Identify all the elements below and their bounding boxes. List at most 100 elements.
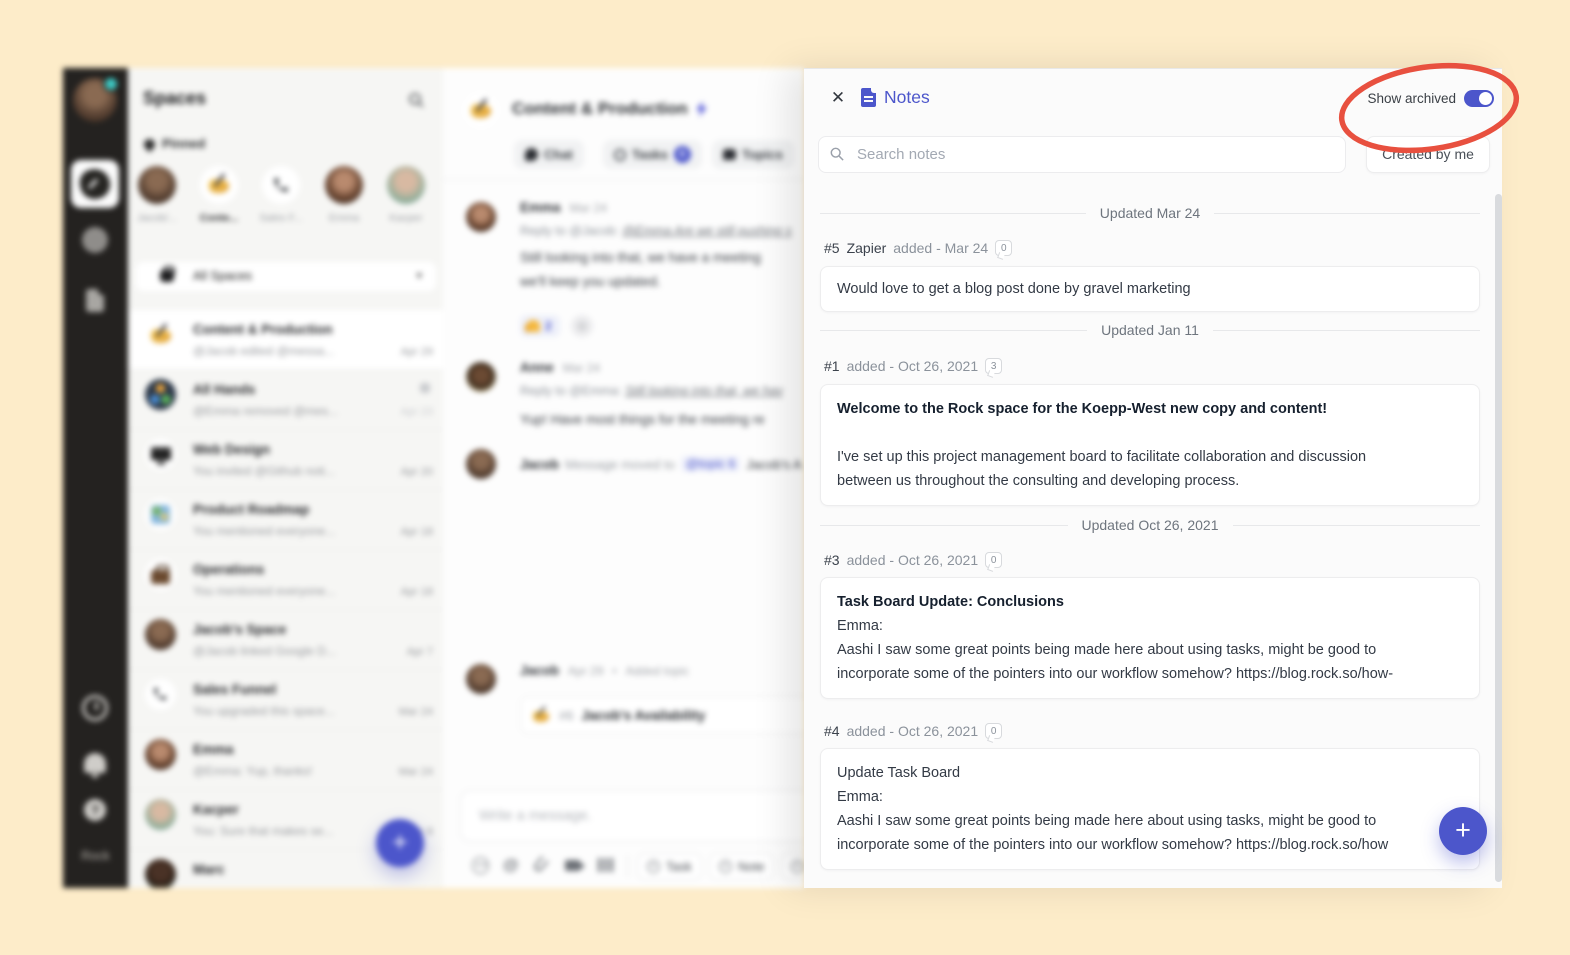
note-card-5[interactable]: Would love to get a blog post done by gr… — [820, 266, 1480, 312]
space-row-content-production[interactable]: Content & Production @Jacob edited @mess… — [128, 310, 443, 370]
avatar[interactable] — [466, 664, 496, 694]
all-spaces-label: All Spaces — [193, 269, 253, 283]
comment-count-badge[interactable]: 3 — [985, 358, 1003, 374]
blurred-background-region: ? Rock Spaces Pinned Jacob/... Conte... … — [63, 68, 804, 888]
tab-label: Chat — [544, 147, 573, 162]
avatar — [387, 166, 425, 204]
reply-reference[interactable]: Reply to @Jacob: @Emma Are we still push… — [520, 224, 792, 238]
bag-icon — [160, 266, 175, 282]
pinned-section-label: Pinned — [162, 136, 206, 151]
all-spaces-dropdown[interactable]: All Spaces ▾ — [136, 262, 436, 291]
help-icon[interactable]: ? — [84, 799, 106, 821]
note-meta: #5 Zapier added - Mar 24 0 — [824, 239, 1013, 257]
avatar[interactable] — [466, 362, 496, 392]
attachment-icon[interactable] — [532, 855, 549, 874]
create-task-button[interactable]: + Task — [637, 853, 702, 880]
space-row-marc[interactable]: Marc — [128, 850, 443, 888]
show-archived-toggle[interactable] — [1464, 90, 1494, 107]
chat-bubble-icon — [525, 148, 538, 161]
add-reaction-button[interactable]: ☺ — [571, 315, 593, 337]
pinned-space-emma[interactable]: Emma — [315, 166, 373, 224]
rock-workspace-button[interactable] — [71, 160, 119, 208]
reply-reference[interactable]: Reply to @Emma: Still looking into that,… — [520, 384, 783, 398]
create-topic-button[interactable]: + — [781, 853, 804, 880]
chat-title: Content & Production — [512, 99, 688, 118]
lightning-bolt-icon — [695, 101, 707, 117]
message-header: Emma Mar 24 — [520, 200, 607, 215]
thumbs-up-reaction[interactable]: 2 — [520, 315, 560, 337]
emoji-icon[interactable] — [472, 857, 489, 874]
avatar — [325, 166, 363, 204]
tab-topics[interactable]: Topics — [712, 140, 794, 169]
note-card-3[interactable]: Task Board Update: Conclusions Emma: Aas… — [820, 577, 1480, 699]
tab-chat[interactable]: Chat — [514, 140, 584, 169]
comment-count-badge[interactable]: 0 — [985, 552, 1003, 568]
documents-icon[interactable] — [86, 288, 105, 312]
tasks-count-badge: 6 — [673, 146, 691, 163]
topic-link[interactable]: @topic 6 — [680, 456, 741, 472]
space-row-all-hands[interactable]: All Hands @Emma removed @mes... Apr 23 — [128, 370, 443, 430]
notes-panel: ✕ Notes Show archived Created by me Upda… — [804, 68, 1502, 888]
workspace-icon[interactable] — [82, 227, 108, 253]
pinned-label: Sales F... — [259, 212, 303, 224]
notes-title: Notes — [884, 87, 930, 107]
space-row-jacobs-space[interactable]: Jacob's Space @Jacob linked Google D... … — [128, 610, 443, 670]
spaces-panel: Spaces Pinned Jacob/... Conte... Sales F… — [128, 68, 443, 888]
pin-icon — [141, 136, 158, 153]
tab-label: Topics — [742, 147, 783, 162]
comment-count-badge[interactable]: 0 — [985, 723, 1003, 739]
create-note-button[interactable]: + Note — [709, 853, 775, 880]
writing-hand-icon — [145, 319, 176, 350]
tab-tasks[interactable]: Tasks 6 — [603, 140, 702, 169]
divider — [443, 179, 804, 180]
add-space-button[interactable]: + — [376, 819, 424, 867]
comment-count-badge[interactable]: 0 — [995, 240, 1013, 256]
toggle-knob — [1479, 92, 1492, 105]
topic-card[interactable]: #6 Jacob's Availability — [520, 696, 804, 734]
close-icon[interactable]: ✕ — [830, 88, 846, 107]
pinned-space-content[interactable]: Conte... — [190, 166, 248, 224]
pinned-space-kacper[interactable]: Kacper — [377, 166, 435, 224]
spaces-search-icon[interactable] — [408, 92, 425, 109]
writing-hand-icon — [463, 92, 499, 128]
avatar — [145, 859, 176, 888]
avatar[interactable] — [466, 202, 496, 232]
note-card-4[interactable]: Update Task Board Emma: Aashi I saw some… — [820, 748, 1480, 870]
space-row-product-roadmap[interactable]: Product Roadmap You mentioned everyone..… — [128, 490, 443, 550]
poll-icon[interactable] — [598, 858, 613, 872]
online-status-badge — [103, 76, 119, 92]
pinned-space-sales[interactable]: Sales F... — [252, 166, 310, 224]
rock-logo-icon — [77, 166, 113, 202]
space-row-sales-funnel[interactable]: Sales Funnel You upgraded this space... … — [128, 670, 443, 730]
briefcase-icon — [145, 559, 176, 590]
message-input[interactable] — [460, 790, 804, 842]
search-input[interactable] — [818, 136, 1346, 173]
avatar — [138, 166, 176, 204]
created-by-me-button[interactable]: Created by me — [1366, 136, 1490, 173]
system-message: Jacob Message moved to @topic 6 Jacob's … — [520, 456, 802, 472]
muted-icon — [420, 383, 430, 393]
pinned-space-jacob[interactable]: Jacob/... — [128, 166, 186, 224]
space-row-operations[interactable]: Operations You mentioned everyone... Apr… — [128, 550, 443, 610]
pinned-label: Emma — [328, 212, 360, 224]
video-icon[interactable] — [565, 860, 585, 871]
avatar[interactable] — [466, 449, 496, 479]
writing-hand-icon — [200, 166, 238, 204]
notes-scrollbar[interactable] — [1495, 194, 1502, 882]
map-icon — [145, 499, 176, 530]
activity-clock-icon[interactable] — [82, 695, 108, 721]
add-note-button[interactable]: + — [1439, 807, 1487, 855]
tab-label: Tasks — [632, 147, 668, 162]
blank-line — [837, 421, 1463, 445]
all-hands-icon — [145, 379, 176, 410]
space-row-emma[interactable]: Emma @Emma: Yup, thanks! Mar 24 — [128, 730, 443, 790]
mention-icon[interactable]: @ — [503, 857, 519, 874]
note-card-1[interactable]: Welcome to the Rock space for the Koepp-… — [820, 384, 1480, 506]
space-row-web-design[interactable]: Web Design You invited @Github noti... A… — [128, 430, 443, 490]
avatar — [145, 619, 176, 650]
pinned-label: Conte... — [199, 212, 239, 224]
note-meta: #1 added - Oct 26, 2021 3 — [824, 357, 1003, 375]
writing-hand-icon — [533, 707, 551, 723]
notifications-bell-icon[interactable] — [84, 753, 106, 778]
